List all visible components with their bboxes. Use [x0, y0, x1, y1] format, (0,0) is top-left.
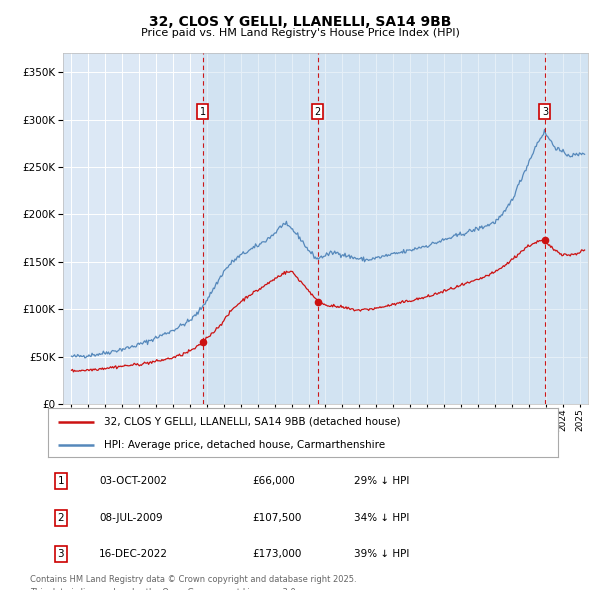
Text: 34% ↓ HPI: 34% ↓ HPI [354, 513, 409, 523]
Text: Price paid vs. HM Land Registry's House Price Index (HPI): Price paid vs. HM Land Registry's House … [140, 28, 460, 38]
Text: Contains HM Land Registry data © Crown copyright and database right 2025.: Contains HM Land Registry data © Crown c… [30, 575, 356, 584]
Text: 3: 3 [58, 549, 64, 559]
Text: This data is licensed under the Open Government Licence v3.0.: This data is licensed under the Open Gov… [30, 588, 298, 590]
Text: 16-DEC-2022: 16-DEC-2022 [99, 549, 168, 559]
Text: HPI: Average price, detached house, Carmarthenshire: HPI: Average price, detached house, Carm… [104, 440, 385, 450]
Text: 32, CLOS Y GELLI, LLANELLI, SA14 9BB: 32, CLOS Y GELLI, LLANELLI, SA14 9BB [149, 15, 451, 30]
Text: 1: 1 [58, 476, 64, 486]
Text: 2: 2 [58, 513, 64, 523]
Text: 39% ↓ HPI: 39% ↓ HPI [354, 549, 409, 559]
Bar [203, 53, 588, 404]
Text: 1: 1 [200, 107, 206, 117]
Text: 29% ↓ HPI: 29% ↓ HPI [354, 476, 409, 486]
Text: 3: 3 [542, 107, 548, 117]
Text: 32, CLOS Y GELLI, LLANELLI, SA14 9BB (detached house): 32, CLOS Y GELLI, LLANELLI, SA14 9BB (de… [104, 417, 401, 427]
Text: £66,000: £66,000 [252, 476, 295, 486]
Text: 2: 2 [314, 107, 321, 117]
Text: 03-OCT-2002: 03-OCT-2002 [99, 476, 167, 486]
Text: 08-JUL-2009: 08-JUL-2009 [99, 513, 163, 523]
Text: £107,500: £107,500 [252, 513, 301, 523]
Text: £173,000: £173,000 [252, 549, 301, 559]
